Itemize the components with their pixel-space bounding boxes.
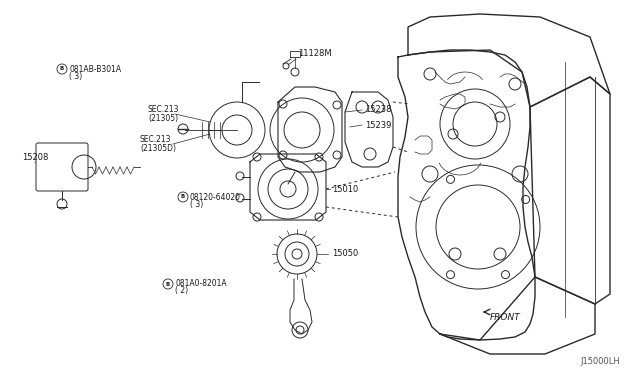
Text: 081A0-8201A: 081A0-8201A [175,279,227,289]
Text: B: B [181,195,185,199]
Text: 15208: 15208 [22,153,49,161]
Text: (21305): (21305) [148,113,178,122]
Text: ( 2): ( 2) [175,286,188,295]
Text: 11128M: 11128M [298,49,332,58]
Text: 081AB-B301A: 081AB-B301A [69,64,121,74]
Text: SEC.213: SEC.213 [148,106,179,115]
Text: (21305D): (21305D) [140,144,176,153]
Text: B: B [60,67,64,71]
Text: 15050: 15050 [332,250,358,259]
Text: J15000LH: J15000LH [580,357,620,366]
Text: 15238: 15238 [365,106,392,115]
Text: ( 3): ( 3) [69,71,83,80]
Text: 15010: 15010 [332,185,358,193]
FancyBboxPatch shape [36,143,88,191]
Text: 08120-64020: 08120-64020 [190,192,241,202]
Text: FRONT: FRONT [490,312,521,321]
Text: SEC.213: SEC.213 [140,135,172,144]
Text: 15239: 15239 [365,121,392,129]
Text: ( 3): ( 3) [190,199,204,208]
Text: B: B [166,282,170,286]
